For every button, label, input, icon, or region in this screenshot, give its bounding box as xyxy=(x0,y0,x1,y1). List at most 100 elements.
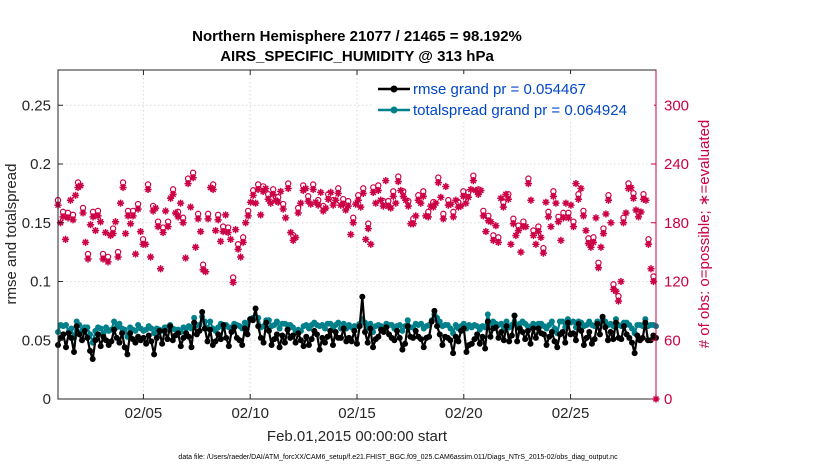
obs-evaluated-point xyxy=(614,297,623,305)
obs-evaluated-point xyxy=(647,265,655,273)
obs-evaluated-point xyxy=(297,199,305,207)
obs-evaluated-point xyxy=(267,199,275,207)
rmse-series-point xyxy=(452,333,459,340)
obs-evaluated-point xyxy=(404,202,412,210)
rmse-series-point xyxy=(292,339,299,346)
legend-rmse-marker xyxy=(390,85,398,93)
y2-tick-label: 240 xyxy=(664,156,689,173)
obs-evaluated-point xyxy=(589,238,598,246)
obs-evaluated-point xyxy=(247,198,255,206)
obs-evaluated-point xyxy=(542,198,550,206)
rmse-series-point xyxy=(588,340,595,347)
y-tick-label: 0.15 xyxy=(22,215,51,232)
obs-evaluated-point xyxy=(467,185,475,194)
spread-series-point xyxy=(63,321,70,328)
rmse-series-point xyxy=(410,334,417,341)
obs-evaluated-point xyxy=(124,212,132,220)
rmse-series-point xyxy=(60,331,67,338)
legend-spread-label: totalspread grand pr = 0.064924 xyxy=(413,102,627,119)
spread-series-point xyxy=(97,325,104,332)
rmse-series-point xyxy=(564,319,571,326)
rmse-series-point xyxy=(580,341,587,348)
y-axis-ticks: 0 0.05 0.1 0.15 0.2 0.25 xyxy=(22,97,63,408)
rmse-series-point xyxy=(113,334,120,341)
y2-tick-label: 0 xyxy=(664,391,672,408)
rmse-series-point xyxy=(95,331,102,338)
obs-evaluated-point xyxy=(344,202,352,210)
obs-evaluated-point xyxy=(399,192,407,200)
rmse-series-point xyxy=(84,334,91,341)
rmse-series-point xyxy=(492,324,499,331)
rmse-series-point xyxy=(647,337,654,344)
rmse-series-point xyxy=(255,323,262,330)
obs-evaluated-point xyxy=(577,184,585,193)
spread-series-point xyxy=(418,320,425,327)
rmse-series-point xyxy=(522,336,529,343)
rmse-series-point xyxy=(354,340,360,347)
obs-evaluated-point xyxy=(184,179,192,188)
obs-evaluated-point xyxy=(332,196,340,204)
spread-series-point xyxy=(151,330,158,337)
rmse-series-point xyxy=(127,330,134,337)
obs-evaluated-point xyxy=(507,240,515,248)
obs-evaluated-point xyxy=(582,226,590,235)
rmse-series-point xyxy=(628,339,635,346)
x-tick-label: 02/20 xyxy=(445,405,483,422)
rmse-series-point xyxy=(610,336,617,343)
obs-evaluated-point xyxy=(434,179,442,187)
rmse-series-point xyxy=(169,337,176,344)
spread-series-point xyxy=(191,314,198,321)
obs-evaluated-point xyxy=(274,198,282,206)
obs-evaluated-point xyxy=(459,192,467,200)
rmse-series-point xyxy=(89,356,96,363)
obs-evaluated-point xyxy=(437,193,445,201)
obs-evaluated-point xyxy=(166,194,175,202)
rmse-series-point xyxy=(241,325,248,332)
rmse-series-point xyxy=(148,338,155,345)
obs-evaluated-point xyxy=(302,184,310,193)
rmse-series-point xyxy=(196,327,203,334)
obs-evaluated-point xyxy=(612,287,620,295)
obs-evaluated-point xyxy=(61,235,70,243)
rmse-series-point xyxy=(295,330,302,337)
obs-evaluated-point xyxy=(464,193,472,201)
rmse-series-point xyxy=(164,336,171,343)
obs-evaluated-point xyxy=(417,199,425,207)
data-file-footer: data file: /Users/raeder/DAI/ATM_forcXX/… xyxy=(178,454,618,461)
obs-evaluated-point xyxy=(334,189,342,197)
rmse-series-point xyxy=(434,323,441,330)
obs-evaluated-point xyxy=(282,214,290,222)
rmse-series-point xyxy=(156,327,163,334)
obs-evaluated-point xyxy=(514,226,522,235)
obs-evaluated-point xyxy=(217,237,225,245)
line-series xyxy=(55,293,659,363)
obs-evaluated-point xyxy=(529,231,537,240)
spread-series-point xyxy=(548,318,555,325)
rmse-series-point xyxy=(543,341,550,348)
rmse-series-point xyxy=(498,329,505,336)
rmse-series-point xyxy=(583,334,590,341)
rmse-series-point xyxy=(362,329,369,336)
obs-evaluated-point xyxy=(131,250,140,258)
rmse-series-point xyxy=(340,325,347,332)
rmse-series-point xyxy=(121,344,128,351)
obs-evaluated-point xyxy=(111,218,120,226)
y-axis-label: rmse and totalspread xyxy=(3,164,20,305)
rmse-series-point xyxy=(228,329,235,336)
x-tick-label: 02/25 xyxy=(552,405,590,422)
obs-evaluated-point xyxy=(164,223,172,231)
rmse-series-point xyxy=(639,334,646,341)
obs-evaluated-point xyxy=(197,227,205,236)
obs-evaluated-point xyxy=(252,199,260,207)
obs-evaluated-point xyxy=(86,221,95,229)
y-tick-label: 0.25 xyxy=(22,97,51,114)
rmse-series-point xyxy=(468,340,475,347)
obs-evaluated-point xyxy=(414,196,422,204)
obs-evaluated-point xyxy=(347,230,355,239)
obs-evaluated-point xyxy=(512,231,520,240)
rmse-series-point xyxy=(375,333,382,340)
rmse-series-point xyxy=(404,323,411,330)
rmse-series-point xyxy=(586,329,593,336)
obs-evaluated-point xyxy=(284,184,292,193)
rmse-series-point xyxy=(383,324,390,331)
